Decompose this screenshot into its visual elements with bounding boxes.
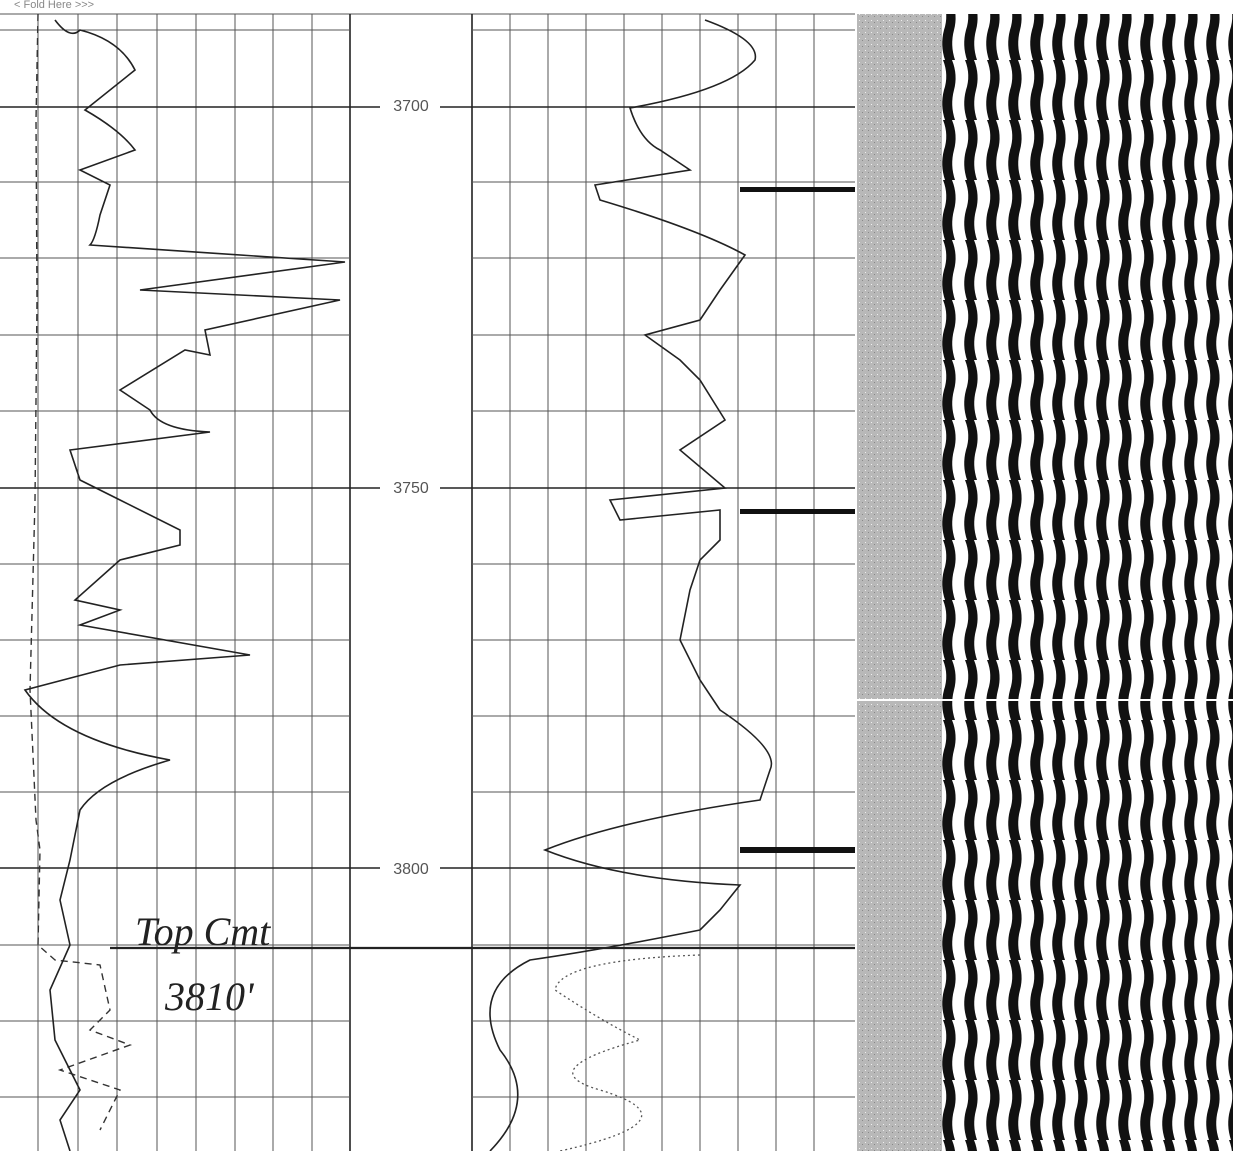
annotation: Top Cmt [135,909,271,954]
depth-label: 3750 [393,480,429,497]
dotted-curve [554,954,701,1151]
vdl-track [942,14,1233,1151]
dashed-curve [29,13,133,1131]
left-curve [23,19,346,1151]
fold-note: < Fold Here >>> [14,0,94,11]
right-curve [489,19,773,1151]
depth-label: 3700 [393,98,429,115]
grid [0,13,855,1151]
depth-label: 3800 [393,861,429,878]
annotation: 3810' [164,974,255,1019]
bond-markers [740,187,855,853]
gray-track [857,14,942,1151]
